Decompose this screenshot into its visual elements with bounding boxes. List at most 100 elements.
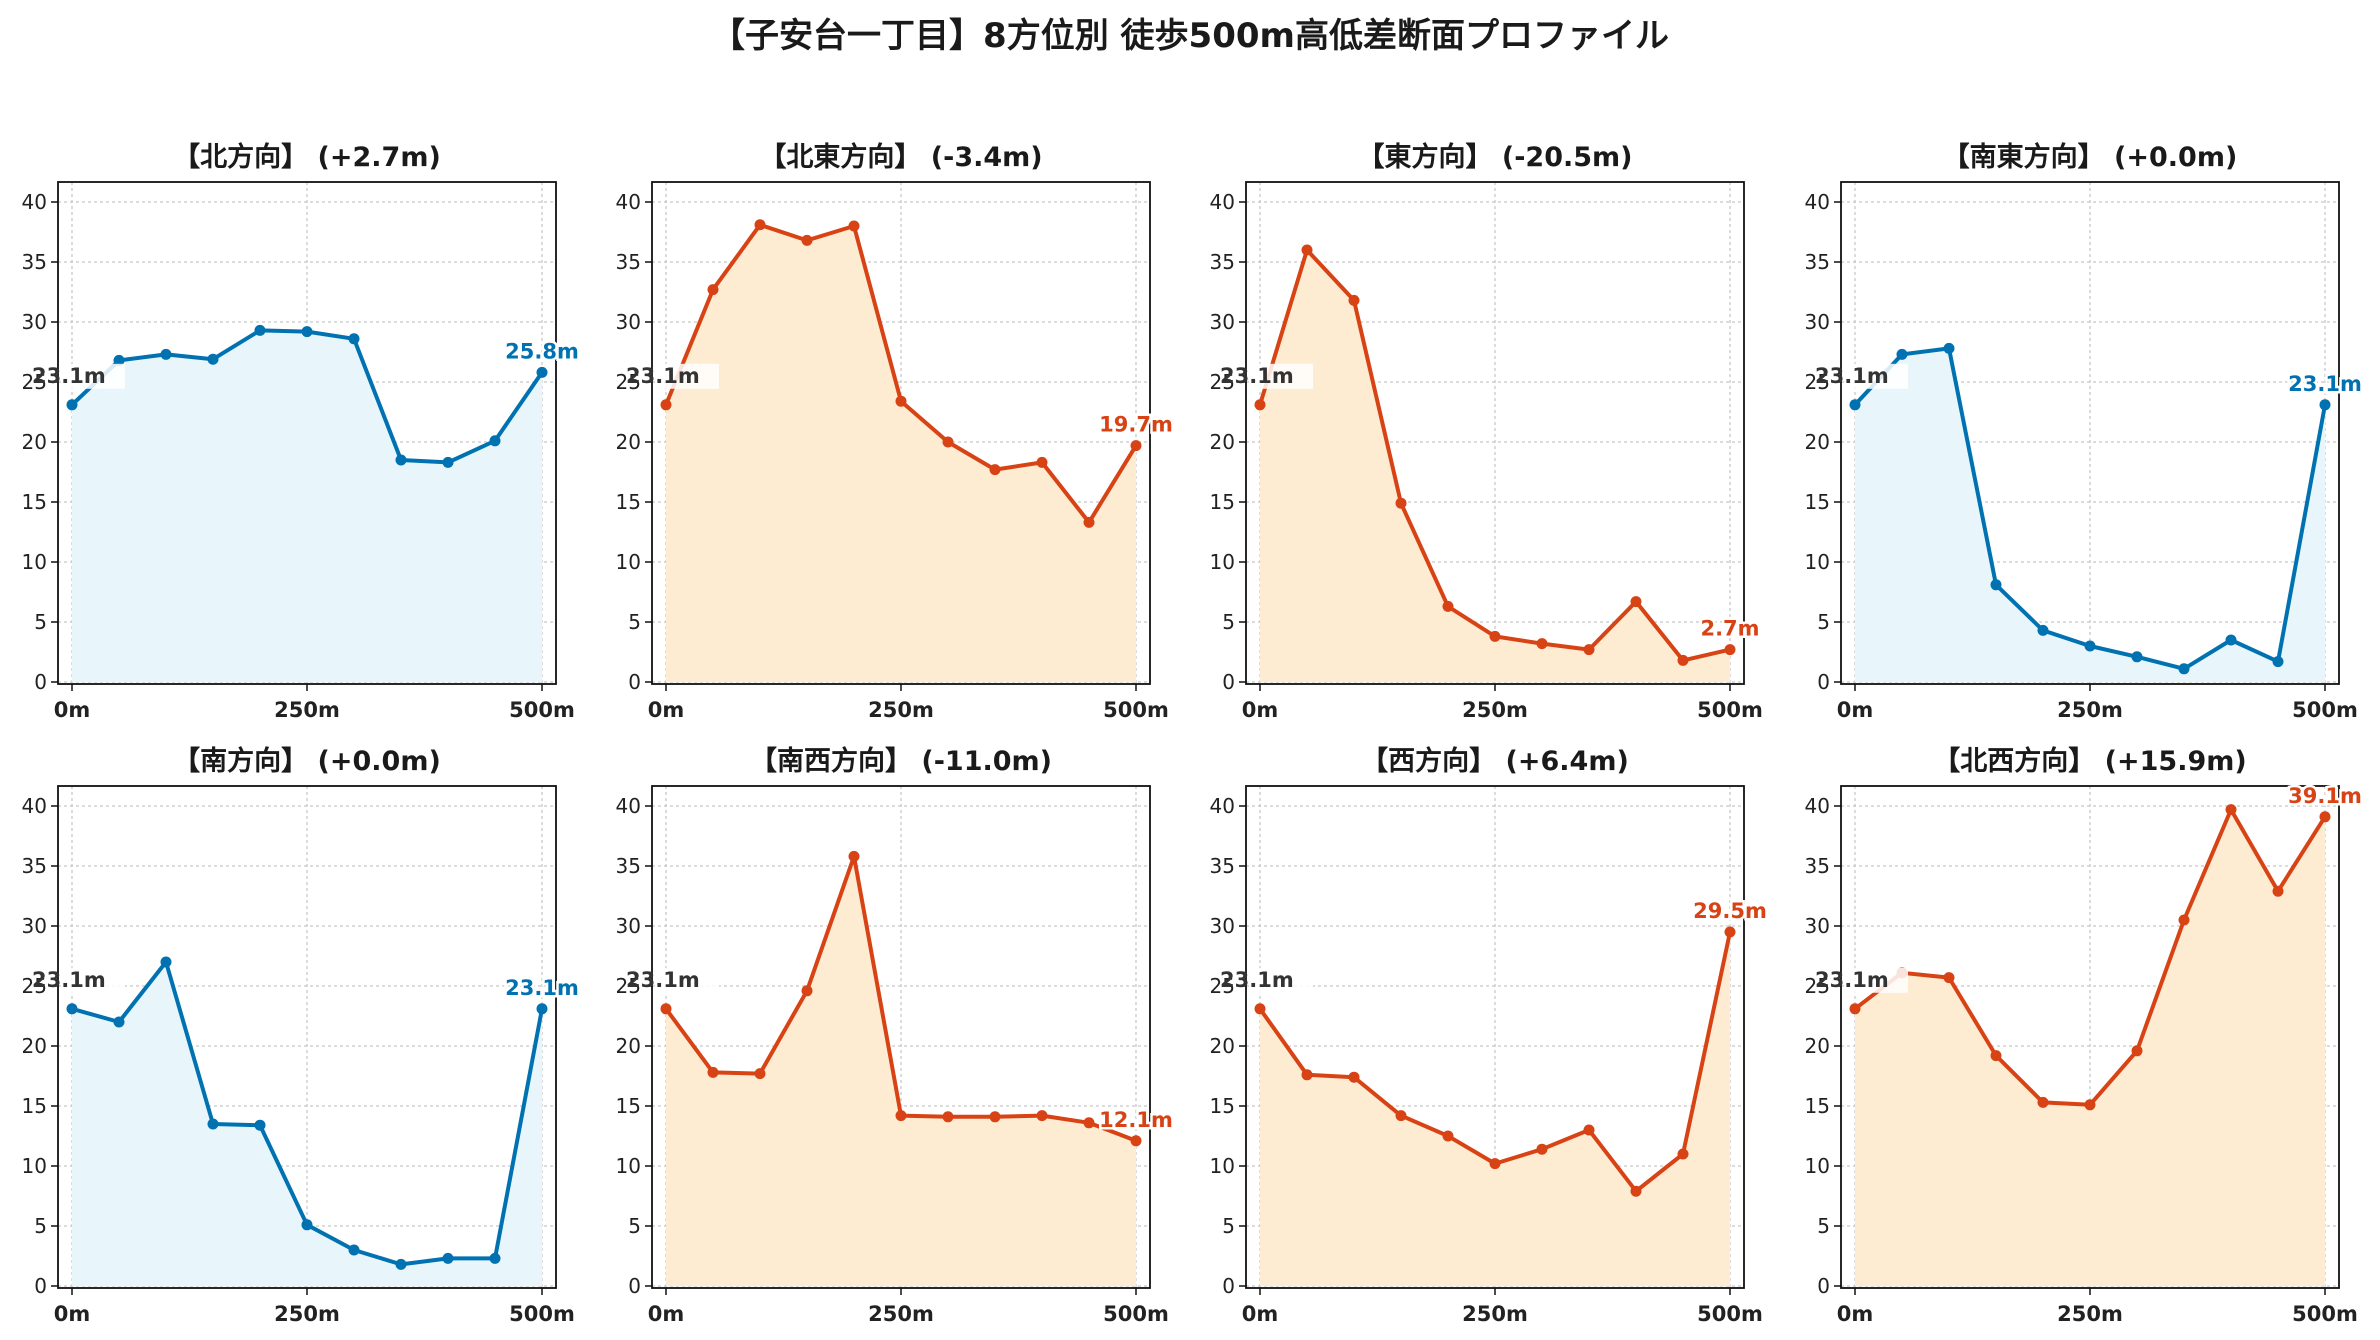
y-tick-label: 0 <box>628 670 641 694</box>
x-tick-label: 250m <box>1462 698 1528 722</box>
x-tick-label: 250m <box>274 698 340 722</box>
data-point <box>1395 497 1407 509</box>
data-point <box>754 1068 766 1080</box>
data-point <box>160 956 172 968</box>
x-tick-label: 0m <box>1242 698 1279 722</box>
end-label: 23.1m <box>2288 372 2362 396</box>
y-tick-label: 35 <box>22 250 47 274</box>
y-tick-label: 25 <box>1805 974 1830 998</box>
area-fill <box>1260 250 1730 682</box>
data-point <box>301 1219 313 1231</box>
x-tick-label: 500m <box>2292 1302 2358 1326</box>
start-label: 23.1m <box>1815 364 1889 388</box>
data-point <box>1036 1110 1048 1122</box>
y-tick-label: 15 <box>616 1094 641 1118</box>
area-fill <box>1260 932 1730 1286</box>
data-point <box>1348 1071 1360 1083</box>
panel-title: 【北西方向】 (+15.9m) <box>1933 745 2246 777</box>
y-tick-label: 15 <box>22 1094 47 1118</box>
y-tick-label: 10 <box>22 550 47 574</box>
data-point <box>1489 1158 1501 1170</box>
start-label-box <box>65 967 125 993</box>
data-point <box>1254 399 1266 411</box>
data-point <box>489 1252 501 1264</box>
y-tick-label: 35 <box>1210 854 1235 878</box>
y-tick-label: 15 <box>1805 490 1830 514</box>
data-point <box>1724 926 1736 938</box>
data-point <box>2319 399 2331 411</box>
data-point <box>1677 1148 1689 1160</box>
y-tick-label: 5 <box>628 1214 641 1238</box>
area-fill <box>666 856 1136 1286</box>
y-tick-label: 25 <box>1210 974 1235 998</box>
x-tick-label: 0m <box>54 1302 91 1326</box>
data-point <box>895 1110 907 1122</box>
data-point <box>1849 1003 1861 1015</box>
y-tick-label: 30 <box>616 914 641 938</box>
main-title: 【子安台一丁目】8方位別 徒歩500m高低差断面プロファイル <box>711 16 1669 56</box>
data-point <box>1990 1050 2002 1062</box>
y-tick-label: 15 <box>22 490 47 514</box>
start-label: 23.1m <box>1220 968 1294 992</box>
data-point <box>113 354 125 366</box>
data-point <box>1036 456 1048 468</box>
data-point <box>1536 638 1548 650</box>
x-tick-label: 250m <box>2057 1302 2123 1326</box>
y-tick-label: 5 <box>1817 1214 1830 1238</box>
data-point <box>660 399 672 411</box>
data-point <box>1254 1003 1266 1015</box>
x-tick-label: 500m <box>509 698 575 722</box>
y-tick-label: 20 <box>22 430 47 454</box>
data-point <box>942 1111 954 1123</box>
data-point <box>2084 1099 2096 1111</box>
start-label: 23.1m <box>626 364 700 388</box>
data-point <box>801 234 813 246</box>
y-tick-label: 0 <box>1222 670 1235 694</box>
y-tick-label: 30 <box>1210 310 1235 334</box>
end-label: 39.1m <box>2288 784 2362 808</box>
data-point <box>2272 885 2284 897</box>
panel-6: 【南西方向】 (-11.0m) 0 5 10 15 20 25 30 35 40 0m 250m 500… <box>616 745 1176 1326</box>
data-point <box>1630 596 1642 608</box>
end-label: 19.7m <box>1099 413 1173 437</box>
data-point <box>989 464 1001 476</box>
y-tick-label: 15 <box>1805 1094 1830 1118</box>
y-tick-label: 0 <box>1817 1274 1830 1298</box>
start-label: 23.1m <box>1815 968 1889 992</box>
y-tick-label: 40 <box>1805 190 1830 214</box>
data-point <box>442 1252 454 1264</box>
data-point <box>66 1003 78 1015</box>
data-point <box>301 326 313 338</box>
y-tick-label: 30 <box>616 310 641 334</box>
start-label: 23.1m <box>626 968 700 992</box>
data-point <box>989 1111 1001 1123</box>
y-tick-label: 25 <box>616 370 641 394</box>
y-tick-label: 5 <box>34 1214 47 1238</box>
data-point <box>1990 579 2002 591</box>
start-label-box <box>659 363 719 389</box>
panel-title: 【南西方向】 (-11.0m) <box>750 745 1052 777</box>
data-point <box>1083 516 1095 528</box>
y-tick-label: 20 <box>1805 430 1830 454</box>
panel-2: 【北東方向】 (-3.4m) 0 5 10 15 20 25 30 35 40 0m 250m 500m… <box>616 141 1176 722</box>
data-point <box>754 219 766 231</box>
y-tick-label: 5 <box>1817 610 1830 634</box>
y-tick-label: 5 <box>34 610 47 634</box>
y-tick-label: 40 <box>616 190 641 214</box>
data-point <box>2272 656 2284 668</box>
data-point <box>707 284 719 296</box>
y-tick-label: 25 <box>1805 370 1830 394</box>
y-tick-label: 20 <box>616 1034 641 1058</box>
data-point <box>1943 972 1955 984</box>
data-point <box>707 1066 719 1078</box>
data-point <box>2319 811 2331 823</box>
y-tick-label: 15 <box>616 490 641 514</box>
end-label: 23.1m <box>505 976 579 1000</box>
y-tick-label: 5 <box>1222 1214 1235 1238</box>
data-point <box>1724 644 1736 656</box>
data-point <box>2084 640 2096 652</box>
y-tick-label: 25 <box>1210 370 1235 394</box>
panel-7: 【西方向】 (+6.4m) 0 5 10 15 20 25 30 35 40 0m 250m 500m 2… <box>1210 745 1770 1326</box>
x-tick-label: 250m <box>2057 698 2123 722</box>
data-point <box>1583 1124 1595 1136</box>
